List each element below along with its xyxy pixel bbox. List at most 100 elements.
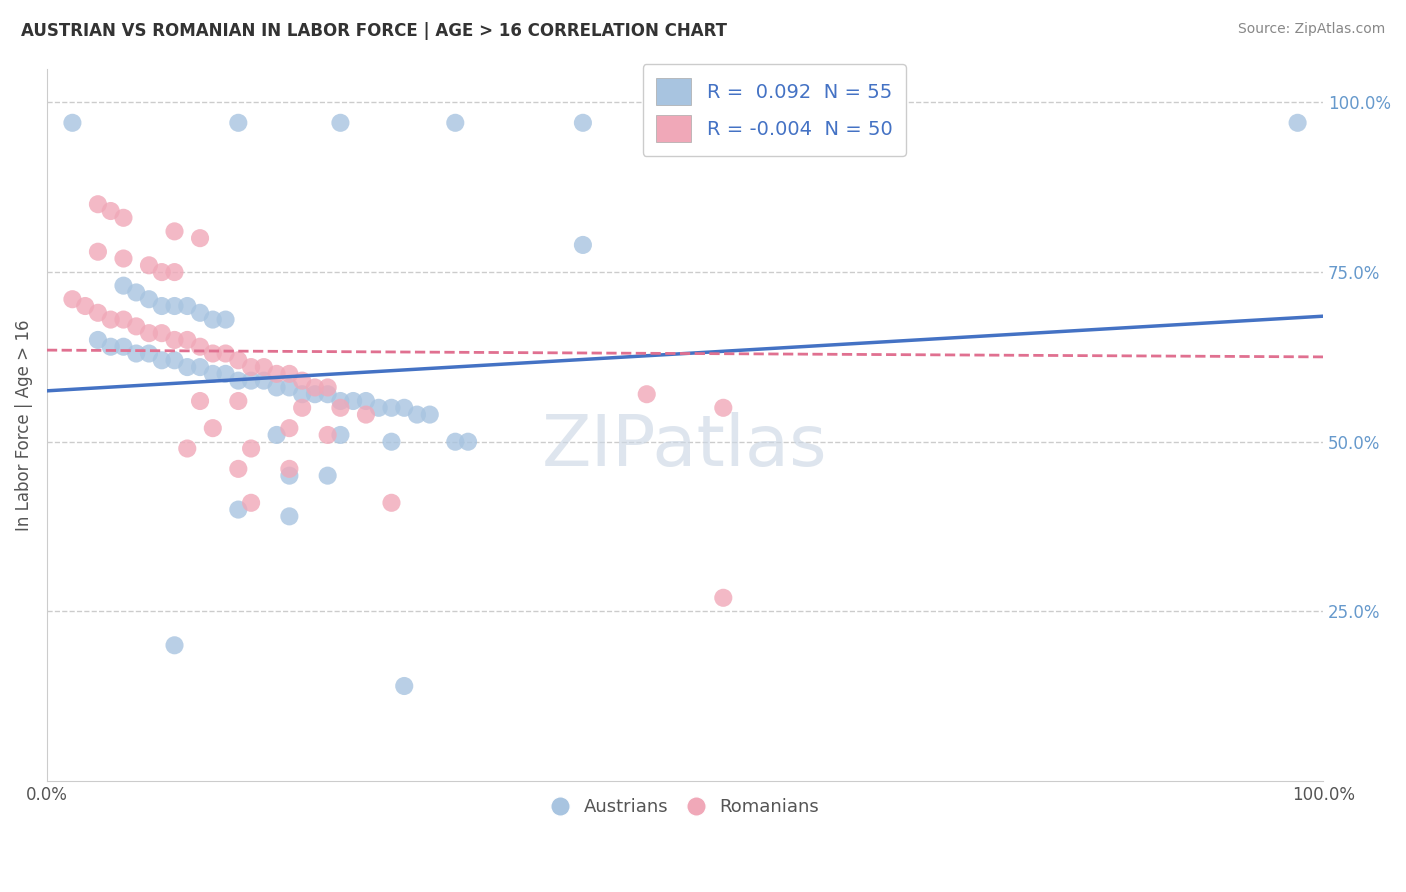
Point: [394, 401, 416, 415]
Point: [329, 401, 352, 415]
Y-axis label: In Labor Force | Age > 16: In Labor Force | Age > 16: [15, 319, 32, 531]
Point: [138, 346, 160, 360]
Point: [636, 387, 658, 401]
Point: [240, 442, 263, 456]
Point: [342, 394, 364, 409]
Point: [163, 353, 186, 368]
Point: [278, 462, 301, 476]
Point: [444, 116, 467, 130]
Point: [304, 387, 326, 401]
Point: [163, 265, 186, 279]
Point: [125, 319, 148, 334]
Point: [87, 244, 110, 259]
Point: [163, 224, 186, 238]
Point: [316, 380, 339, 394]
Point: [228, 394, 250, 409]
Point: [329, 116, 352, 130]
Point: [201, 346, 224, 360]
Point: [214, 346, 236, 360]
Point: [214, 367, 236, 381]
Point: [291, 401, 314, 415]
Text: Source: ZipAtlas.com: Source: ZipAtlas.com: [1237, 22, 1385, 37]
Point: [176, 333, 198, 347]
Point: [394, 679, 416, 693]
Point: [87, 197, 110, 211]
Point: [278, 468, 301, 483]
Point: [266, 428, 288, 442]
Point: [291, 387, 314, 401]
Point: [278, 421, 301, 435]
Point: [228, 502, 250, 516]
Point: [150, 326, 173, 340]
Point: [100, 312, 122, 326]
Point: [367, 401, 389, 415]
Point: [150, 353, 173, 368]
Point: [112, 211, 135, 225]
Point: [316, 387, 339, 401]
Point: [112, 340, 135, 354]
Point: [87, 306, 110, 320]
Point: [228, 116, 250, 130]
Point: [316, 468, 339, 483]
Point: [188, 394, 211, 409]
Point: [278, 367, 301, 381]
Point: [176, 360, 198, 375]
Point: [214, 312, 236, 326]
Point: [354, 408, 377, 422]
Point: [188, 340, 211, 354]
Point: [87, 333, 110, 347]
Point: [228, 374, 250, 388]
Point: [572, 238, 595, 252]
Point: [419, 408, 441, 422]
Point: [188, 306, 211, 320]
Point: [75, 299, 97, 313]
Point: [138, 258, 160, 272]
Point: [138, 326, 160, 340]
Point: [278, 509, 301, 524]
Point: [291, 374, 314, 388]
Point: [62, 116, 84, 130]
Point: [188, 360, 211, 375]
Point: [278, 380, 301, 394]
Legend: Austrians, Romanians: Austrians, Romanians: [543, 789, 828, 825]
Point: [112, 252, 135, 266]
Point: [150, 299, 173, 313]
Point: [711, 401, 734, 415]
Point: [572, 116, 595, 130]
Point: [266, 380, 288, 394]
Text: AUSTRIAN VS ROMANIAN IN LABOR FORCE | AGE > 16 CORRELATION CHART: AUSTRIAN VS ROMANIAN IN LABOR FORCE | AG…: [21, 22, 727, 40]
Point: [304, 380, 326, 394]
Point: [163, 333, 186, 347]
Point: [112, 278, 135, 293]
Point: [188, 231, 211, 245]
Point: [125, 285, 148, 300]
Point: [100, 204, 122, 219]
Point: [163, 638, 186, 652]
Point: [150, 265, 173, 279]
Point: [201, 421, 224, 435]
Point: [176, 442, 198, 456]
Point: [253, 360, 276, 375]
Point: [380, 496, 402, 510]
Point: [329, 394, 352, 409]
Point: [201, 312, 224, 326]
Point: [138, 292, 160, 306]
Point: [176, 299, 198, 313]
Point: [380, 401, 402, 415]
Point: [711, 591, 734, 605]
Point: [125, 346, 148, 360]
Point: [253, 374, 276, 388]
Point: [228, 353, 250, 368]
Point: [1286, 116, 1309, 130]
Point: [266, 367, 288, 381]
Point: [201, 367, 224, 381]
Point: [329, 428, 352, 442]
Point: [163, 299, 186, 313]
Point: [354, 394, 377, 409]
Point: [100, 340, 122, 354]
Text: ZIPatlas: ZIPatlas: [543, 411, 828, 481]
Point: [406, 408, 429, 422]
Point: [112, 312, 135, 326]
Point: [228, 462, 250, 476]
Point: [240, 360, 263, 375]
